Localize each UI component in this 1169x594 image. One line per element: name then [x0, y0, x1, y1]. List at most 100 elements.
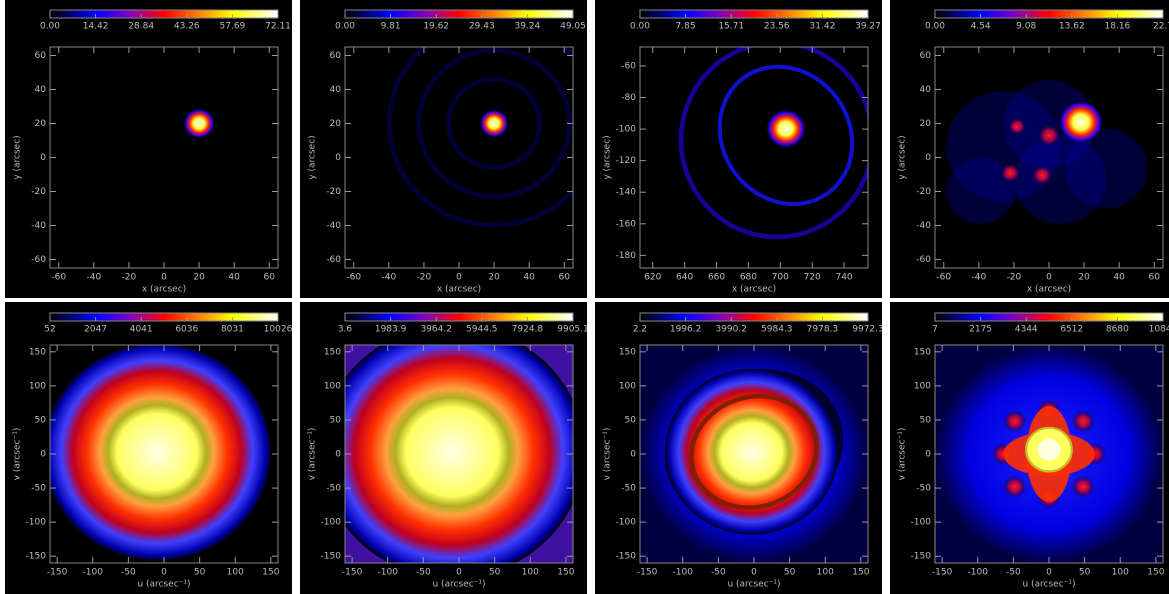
colorbar-tick-label: 28.84: [128, 22, 154, 32]
y-tick-label: 60: [35, 51, 47, 61]
x-tick-label: -50: [416, 568, 431, 578]
colorbar-tick-label: 7978.3: [807, 325, 839, 335]
heat-blob: [765, 108, 807, 149]
colorbar-tick-label: 39.24: [515, 22, 541, 32]
y-tick-label: -150: [26, 552, 47, 562]
y-tick-label: 50: [330, 415, 342, 425]
heat-disk: [345, 345, 573, 563]
x-tick-label: -150: [342, 568, 363, 578]
y-tick-label: 40: [330, 85, 342, 95]
panel: -150 -100 -50 0 50 100 150 -150 -100 -50 0 50 100 150…: [595, 302, 882, 594]
y-tick-label: 0: [925, 450, 931, 460]
y-tick-label: 20: [35, 119, 47, 129]
y-tick-label: -20: [916, 187, 931, 197]
x-tick-label: 100: [1112, 568, 1129, 578]
y-tick-label: 50: [920, 415, 932, 425]
panel: -60 -40 -20 0 20 40 60 -60 -40 -20 0 20 40 60 x (arcse…: [300, 0, 587, 298]
colorbar-tick-label: 4041: [130, 325, 153, 335]
y-tick-label: 100: [914, 381, 931, 391]
y-axis-label: y (arcsec): [308, 135, 318, 179]
x-tick-label: 50: [194, 568, 206, 578]
haze: [946, 157, 1015, 224]
x-tick-label: -20: [122, 273, 137, 283]
x-tick-label: 20: [488, 273, 500, 283]
x-tick-label: 60: [559, 273, 571, 283]
x-tick-label: 60: [1149, 273, 1161, 283]
y-tick-label: 0: [335, 153, 341, 163]
y-tick-label: -160: [616, 219, 637, 229]
y-axis-label: v (arcsec⁻¹): [308, 428, 318, 481]
colorbar-tick-label: 7.85: [676, 22, 696, 32]
x-tick-label: -150: [637, 568, 658, 578]
ripple: [446, 77, 542, 170]
x-tick-label: 700: [772, 273, 789, 283]
colorbar: [934, 9, 1164, 19]
x-tick-label: -20: [417, 273, 432, 283]
colorbar: [344, 9, 574, 19]
y-tick-label: -40: [326, 221, 341, 231]
colorbar-tick-label: 57.69: [220, 22, 246, 32]
x-tick-label: 0: [161, 568, 167, 578]
x-tick-label: -50: [121, 568, 136, 578]
colorbar-tick-label: 6036: [175, 325, 198, 335]
plot-frame: [639, 46, 869, 269]
x-tick-label: 150: [852, 568, 869, 578]
x-axis-label: x (arcsec): [732, 285, 776, 295]
x-tick-label: 740: [835, 273, 852, 283]
x-tick-label: 20: [193, 273, 205, 283]
x-tick-label: 640: [676, 273, 693, 283]
y-axis-label: y (arcsec): [13, 135, 23, 179]
colorbar-tick-label: 39.27: [855, 22, 881, 32]
x-tick-label: 150: [262, 568, 279, 578]
heat-spot: [1003, 475, 1027, 498]
y-tick-label: -80: [621, 93, 636, 103]
x-tick-label: 0: [456, 568, 462, 578]
y-tick-label: 20: [920, 119, 932, 129]
colorbar-tick-label: 23.56: [764, 22, 790, 32]
x-axis-label: u (arcsec⁻¹): [727, 580, 780, 590]
heat-spot: [1071, 410, 1095, 433]
x-tick-label: 20: [1078, 273, 1090, 283]
y-tick-label: -150: [616, 552, 637, 562]
colorbar-tick-label: 10026: [264, 325, 293, 335]
colorbar-tick-label: 9905.1: [557, 325, 589, 335]
colorbar: [934, 312, 1164, 322]
heat-image: [345, 345, 573, 563]
colorbar-tick-label: 52: [44, 325, 55, 335]
colorbar-tick-label: 9.81: [381, 22, 401, 32]
y-tick-label: -60: [916, 255, 931, 265]
x-axis-label: u (arcsec⁻¹): [432, 580, 485, 590]
x-tick-label: 150: [557, 568, 574, 578]
colorbar-tick-label: 3964.2: [420, 325, 452, 335]
x-tick-label: 620: [644, 273, 661, 283]
heat-image: [946, 80, 1148, 224]
haze: [946, 91, 1061, 202]
y-tick-label: -100: [321, 518, 342, 528]
y-tick-label: -50: [326, 484, 341, 494]
panel-bg: [890, 0, 1169, 298]
y-tick-label: 50: [625, 415, 637, 425]
colorbar: [639, 9, 869, 19]
y-tick-label: -100: [616, 125, 637, 135]
colorbar-tick-label: 2175: [969, 325, 992, 335]
x-axis-label: x (arcsec): [142, 285, 186, 295]
y-tick-label: 150: [619, 347, 636, 357]
x-tick-label: 0: [161, 273, 167, 283]
colorbar-tick-label: 7924.8: [512, 325, 544, 335]
x-tick-label: 50: [784, 568, 796, 578]
y-tick-label: -150: [321, 552, 342, 562]
heat-spot: [1037, 124, 1061, 147]
heat-layer: [345, 345, 573, 563]
colorbar-tick-label: 8031: [221, 325, 244, 335]
y-tick-label: -50: [31, 484, 46, 494]
panel: 620 640 660 680 700 720 740 -180 -160 -140 -120 -10…: [595, 0, 882, 298]
y-tick-label: -100: [616, 518, 637, 528]
y-tick-label: 100: [619, 381, 636, 391]
colorbar-tick-label: 1996.2: [670, 325, 702, 335]
panel: -60 -40 -20 0 20 40 60 -60 -40 -20 0 20 40 60 x (arcse…: [890, 0, 1169, 298]
haze: [1064, 128, 1148, 209]
colorbar-tick-label: 6512: [1060, 325, 1083, 335]
ring: [678, 47, 868, 240]
colorbar-tick-label: 14.42: [83, 22, 109, 32]
x-tick-label: -50: [1006, 568, 1021, 578]
